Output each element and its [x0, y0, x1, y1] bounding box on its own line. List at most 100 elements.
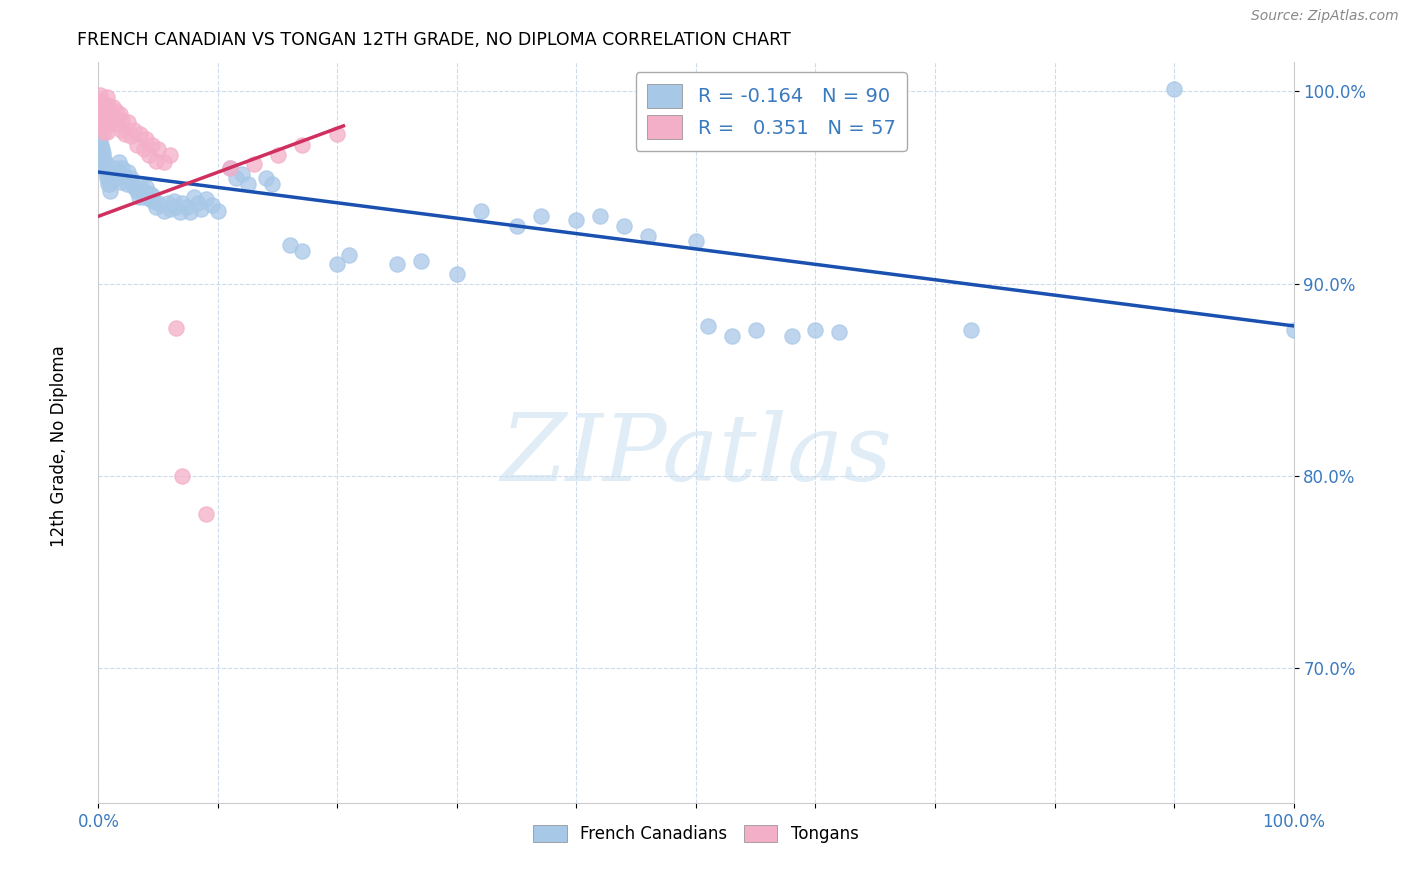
Point — [243, 157, 266, 171]
Point — [98, 184, 122, 198]
Point — [96, 161, 118, 176]
Point — [159, 202, 181, 216]
Point — [145, 200, 167, 214]
Point — [172, 469, 194, 483]
Point — [254, 170, 277, 185]
Point — [236, 177, 259, 191]
Point — [169, 205, 191, 219]
Point — [90, 94, 112, 108]
Point — [960, 323, 983, 337]
Point — [93, 112, 115, 126]
Point — [94, 119, 117, 133]
Point — [110, 175, 132, 189]
Point — [111, 113, 134, 128]
Point — [103, 113, 125, 128]
Point — [506, 219, 529, 233]
Point — [267, 147, 290, 161]
Point — [96, 125, 118, 139]
Point — [470, 203, 492, 218]
Point — [291, 244, 314, 258]
Point — [219, 161, 242, 176]
Point — [96, 107, 118, 121]
Point — [97, 115, 120, 129]
Point — [142, 194, 165, 208]
Point — [804, 323, 827, 337]
Point — [129, 177, 152, 191]
Point — [637, 228, 659, 243]
Point — [107, 155, 129, 169]
Point — [685, 234, 707, 248]
Point — [93, 125, 115, 139]
Point — [411, 253, 433, 268]
Point — [91, 100, 114, 114]
Point — [156, 195, 179, 210]
Point — [125, 184, 148, 198]
Point — [111, 161, 134, 176]
Point — [115, 177, 138, 191]
Point — [165, 321, 187, 335]
Point — [114, 127, 136, 141]
Point — [132, 190, 155, 204]
Point — [125, 138, 148, 153]
Point — [291, 138, 314, 153]
Point — [110, 122, 132, 136]
Point — [93, 152, 115, 166]
Point — [91, 105, 114, 120]
Text: FRENCH CANADIAN VS TONGAN 12TH GRADE, NO DIPLOMA CORRELATION CHART: FRENCH CANADIAN VS TONGAN 12TH GRADE, NO… — [77, 31, 792, 49]
Point — [117, 115, 139, 129]
Point — [97, 177, 120, 191]
Point — [745, 323, 768, 337]
Point — [278, 238, 301, 252]
Point — [108, 107, 131, 121]
Point — [91, 152, 114, 166]
Point — [231, 167, 253, 181]
Point — [108, 167, 131, 181]
Point — [107, 170, 129, 185]
Legend: French Canadians, Tongans: French Canadians, Tongans — [527, 819, 865, 850]
Point — [129, 127, 152, 141]
Point — [828, 325, 851, 339]
Point — [97, 97, 120, 112]
Point — [148, 195, 170, 210]
Point — [207, 203, 229, 218]
Point — [183, 190, 205, 204]
Point — [721, 328, 744, 343]
Point — [124, 180, 146, 194]
Text: Source: ZipAtlas.com: Source: ZipAtlas.com — [1251, 9, 1399, 23]
Point — [98, 170, 121, 185]
Point — [613, 219, 636, 233]
Point — [131, 184, 153, 198]
Point — [190, 202, 212, 216]
Point — [89, 88, 111, 103]
Point — [219, 161, 242, 176]
Point — [260, 177, 283, 191]
Point — [148, 142, 170, 156]
Point — [139, 192, 162, 206]
Point — [98, 177, 122, 191]
Point — [225, 170, 247, 185]
Point — [385, 257, 409, 271]
Text: 12th Grade, No Diploma: 12th Grade, No Diploma — [51, 345, 67, 547]
Point — [1282, 323, 1305, 337]
Point — [94, 103, 117, 118]
Point — [187, 195, 209, 210]
Point — [135, 180, 157, 194]
Point — [153, 155, 176, 169]
Point — [326, 257, 349, 271]
Point — [105, 103, 128, 118]
Point — [176, 200, 198, 214]
Point — [141, 188, 163, 202]
Point — [141, 138, 163, 153]
Point — [90, 145, 112, 160]
Point — [97, 167, 120, 181]
Point — [153, 203, 176, 218]
Point — [135, 132, 157, 146]
Text: ZIPatlas: ZIPatlas — [501, 409, 891, 500]
Point — [121, 177, 143, 191]
Point — [201, 198, 224, 212]
Point — [98, 103, 121, 118]
Point — [91, 142, 114, 156]
Point — [91, 155, 114, 169]
Point — [98, 109, 122, 123]
Point — [91, 145, 114, 160]
